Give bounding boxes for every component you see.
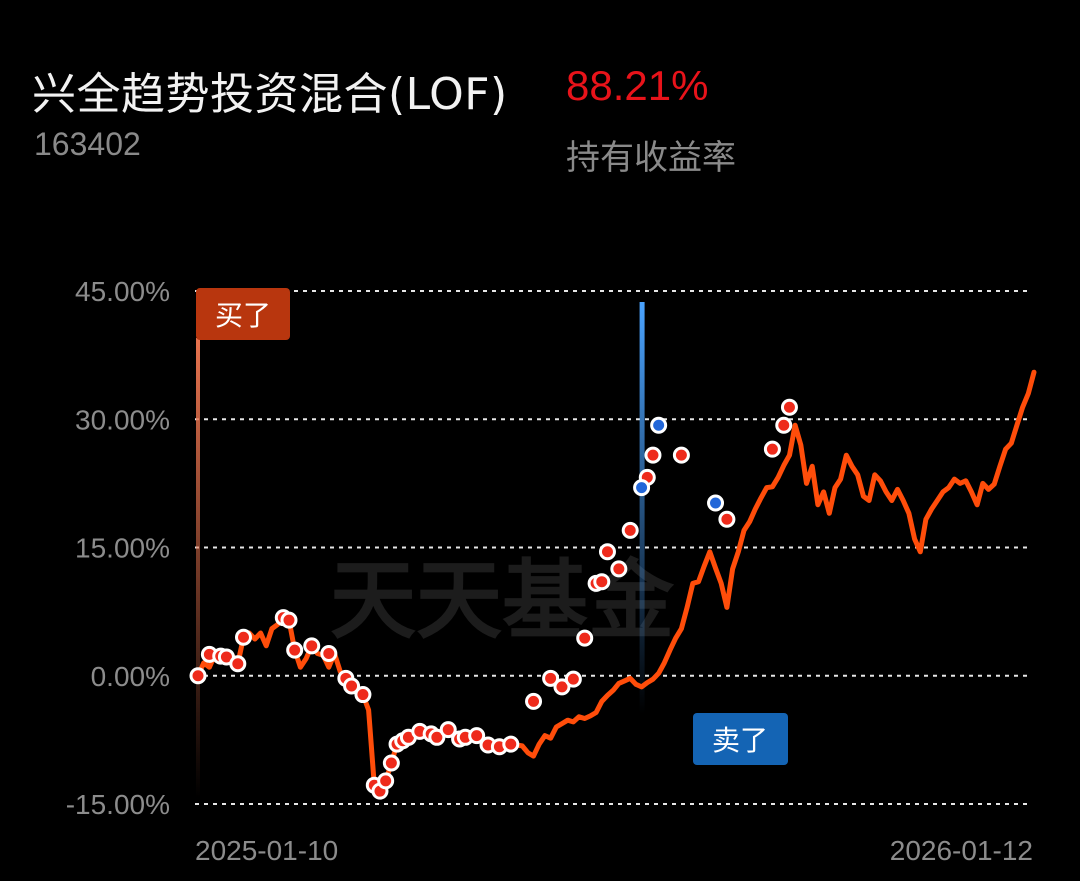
buy-point[interactable] — [320, 645, 338, 663]
return-series-line — [195, 369, 1037, 794]
y-tick-label: 30.00% — [75, 404, 170, 435]
sell-tag: 卖了 — [693, 713, 788, 765]
trade-marker-lines — [196, 302, 645, 798]
buy-tag-label: 买了 — [215, 299, 271, 332]
buy-point[interactable] — [775, 416, 793, 434]
x-label-end: 2026-01-12 — [890, 835, 1033, 866]
buy-point[interactable] — [621, 521, 639, 539]
sell-point[interactable] — [707, 494, 725, 512]
buy-point[interactable] — [468, 727, 486, 745]
buy-point[interactable] — [598, 543, 616, 561]
buy-point[interactable] — [593, 573, 611, 591]
fund-code: 163402 — [34, 126, 141, 162]
buy-point[interactable] — [229, 655, 247, 673]
buy-point[interactable] — [553, 678, 571, 696]
buy-point[interactable] — [542, 669, 560, 687]
sell-marker-line — [639, 302, 645, 714]
buy-point[interactable] — [428, 728, 446, 746]
buy-point[interactable] — [502, 735, 520, 753]
sell-point[interactable] — [633, 479, 651, 497]
x-label-start: 2025-01-10 — [195, 835, 338, 866]
buy-point[interactable] — [672, 446, 690, 464]
buy-point[interactable] — [303, 637, 321, 655]
buy-point[interactable] — [354, 686, 372, 704]
buy-point[interactable] — [576, 629, 594, 647]
y-tick-label: 45.00% — [75, 276, 170, 307]
holding-return-label: 持有收益率 — [566, 138, 736, 178]
buy-point[interactable] — [763, 440, 781, 458]
y-tick-label: 15.00% — [75, 533, 170, 564]
y-axis-labels: 45.00% 30.00% 15.00% 0.00% -15.00% — [66, 276, 170, 820]
sell-tag-label: 卖了 — [712, 724, 768, 757]
buy-point[interactable] — [286, 641, 304, 659]
buy-point[interactable] — [343, 677, 361, 695]
trade-points — [189, 398, 798, 800]
buy-point[interactable] — [382, 754, 400, 772]
buy-point[interactable] — [780, 398, 798, 416]
buy-point[interactable] — [377, 772, 395, 790]
buy-point[interactable] — [718, 510, 736, 528]
buy-point[interactable] — [189, 667, 207, 685]
y-tick-label: -15.00% — [66, 789, 170, 820]
buy-point[interactable] — [525, 692, 543, 710]
buy-tag: 买了 — [196, 288, 290, 340]
holding-return-value: 88.21% — [566, 62, 709, 109]
buy-point[interactable] — [439, 721, 457, 739]
fund-name: 兴全趋势投资混合(LOF) — [32, 69, 508, 120]
buy-marker-line — [196, 338, 200, 798]
sell-point[interactable] — [650, 416, 668, 434]
buy-point[interactable] — [234, 628, 252, 646]
buy-point[interactable] — [644, 446, 662, 464]
y-tick-label: 0.00% — [91, 661, 170, 692]
buy-point[interactable] — [564, 670, 582, 688]
buy-point[interactable] — [610, 560, 628, 578]
buy-point[interactable] — [280, 611, 298, 629]
